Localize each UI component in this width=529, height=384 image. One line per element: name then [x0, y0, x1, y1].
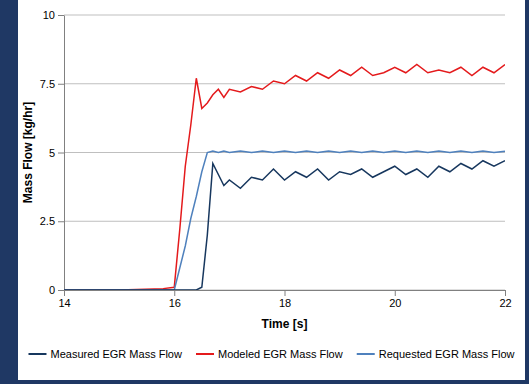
y-axis-title: Mass Flow [kg/hr] [21, 102, 35, 203]
series-line [64, 65, 505, 291]
tick-mark [64, 290, 65, 296]
grid [64, 15, 505, 290]
tick-label: 0 [49, 284, 55, 296]
tick-label: 5 [49, 147, 55, 159]
tick: 22 [499, 290, 511, 309]
legend-item: Measured EGR Mass Flow [28, 348, 181, 360]
chart-panel [18, 0, 525, 380]
grid-line [64, 15, 505, 16]
tick: 0 [49, 284, 64, 296]
tick: 18 [279, 290, 291, 309]
tick-label: 2.5 [40, 215, 55, 227]
plot-area [64, 65, 505, 291]
tick-mark [58, 15, 64, 16]
tick-label: 22 [499, 297, 511, 309]
legend-swatch [28, 353, 46, 355]
tick-mark [505, 290, 506, 296]
tick: 16 [169, 290, 181, 309]
tick-label: 7.5 [40, 78, 55, 90]
legend-label: Modeled EGR Mass Flow [218, 348, 343, 360]
tick: 10 [43, 9, 64, 21]
x-axis-title: Time [s] [262, 317, 308, 331]
tick-mark [58, 221, 64, 222]
tick-label: 14 [58, 297, 70, 309]
tick: 5 [49, 147, 64, 159]
tick: 2.5 [40, 215, 64, 227]
tick-mark [395, 290, 396, 296]
legend-swatch [357, 353, 375, 355]
tick: 7.5 [40, 78, 64, 90]
tick-label: 20 [389, 297, 401, 309]
legend: Measured EGR Mass Flow Modeled EGR Mass F… [28, 348, 514, 360]
axis-line [64, 16, 65, 291]
tick-mark [58, 153, 64, 154]
series-line [64, 161, 505, 290]
x-axis: 14 16 18 20 22 [58, 290, 511, 309]
tick-mark [174, 290, 175, 296]
grid-line [64, 152, 505, 153]
legend-item: Requested EGR Mass Flow [357, 348, 515, 360]
series-line [64, 151, 505, 290]
legend-swatch [196, 353, 214, 355]
grid-line [64, 221, 505, 222]
tick-label: 18 [279, 297, 291, 309]
tick-mark [58, 84, 64, 85]
tick: 20 [389, 290, 401, 309]
tick-label: 16 [169, 297, 181, 309]
tick-mark [58, 290, 64, 291]
legend-label: Measured EGR Mass Flow [50, 348, 181, 360]
legend-label: Requested EGR Mass Flow [379, 348, 515, 360]
tick: 14 [58, 290, 70, 309]
tick-label: 10 [43, 9, 55, 21]
y-axis: 0 2.5 5 7.5 10 [40, 9, 65, 296]
tick-mark [285, 290, 286, 296]
legend-item: Modeled EGR Mass Flow [196, 348, 343, 360]
